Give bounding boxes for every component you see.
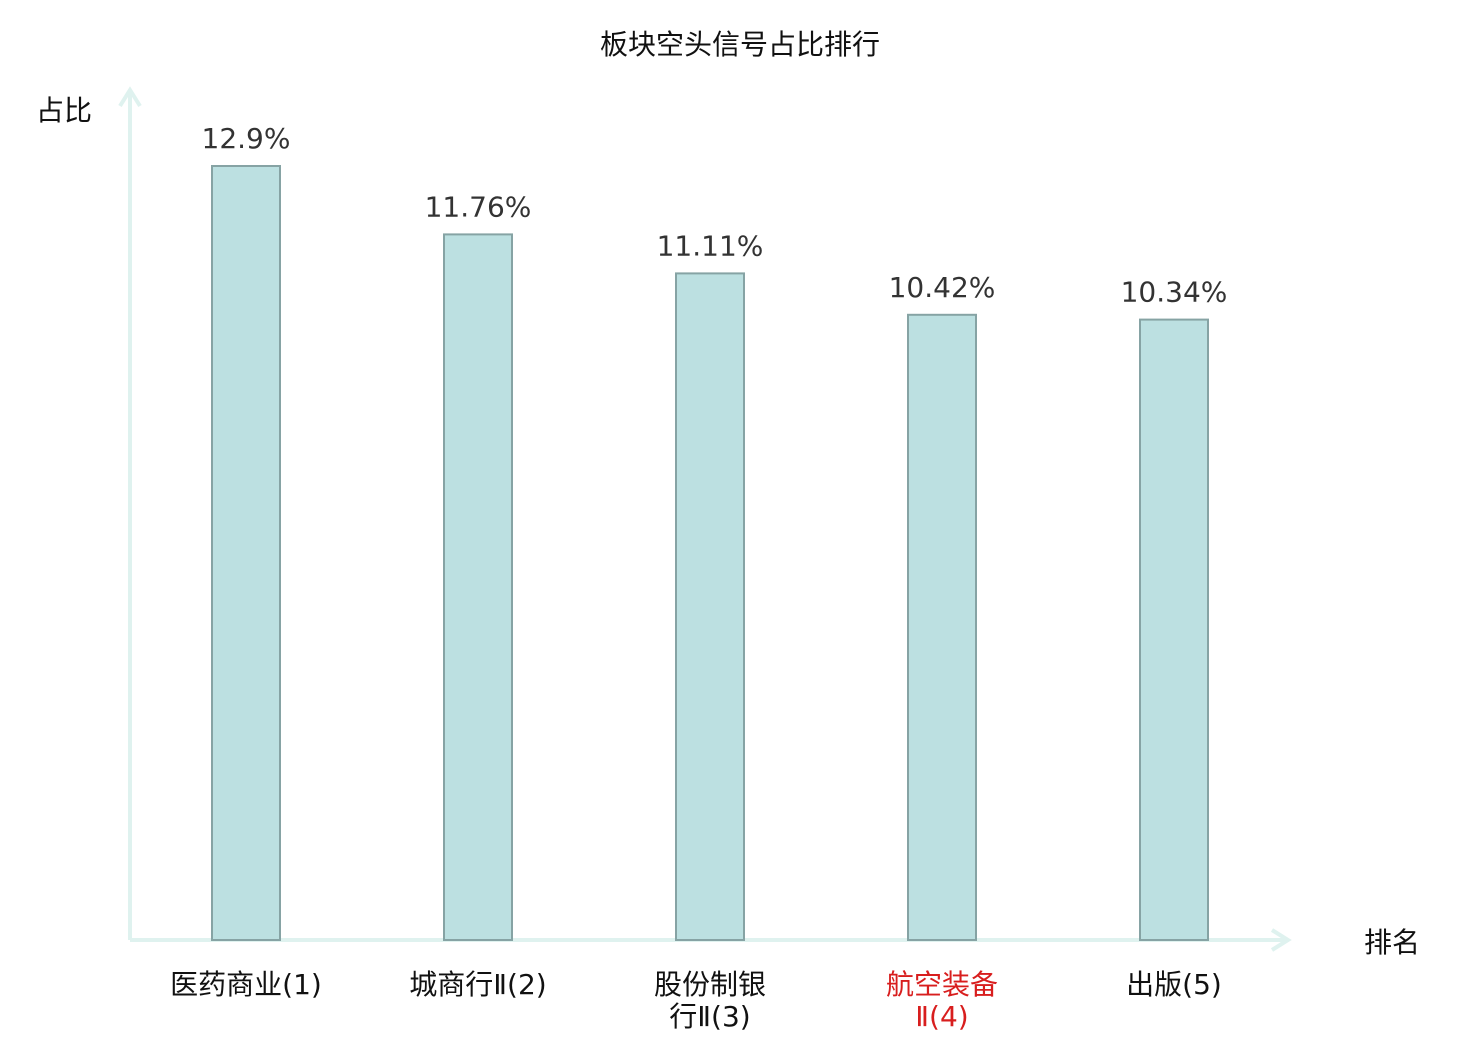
bar-1 [211,165,281,941]
y-axis-arrow [118,86,142,108]
category-label-1: 医药商业(1) [170,968,322,1001]
category-label-5: 出版(5) [1126,968,1222,1001]
value-label-1: 12.9% [202,122,291,155]
bar-4 [907,313,977,941]
bars-layer [211,165,1209,942]
bar-3 [675,272,745,941]
category-labels-layer: 医药商业(1) 城商行Ⅱ(2) 股份制银行Ⅱ(3) 航空装备 Ⅱ(4) 出版(5) [170,968,1222,1033]
value-label-3: 11.11% [657,229,764,262]
chart-title: 板块空头信号占比排行 [600,28,880,61]
y-axis-title: 占比 [36,94,92,127]
category-label-3: 股份制银行Ⅱ(3) [654,968,766,1033]
value-label-2: 11.76% [425,190,532,223]
x-axis-arrow [1270,928,1292,952]
value-label-4: 10.42% [889,271,996,304]
value-labels-layer: 12.9% 11.76% 11.11% 10.42% 10.34% [202,122,1228,309]
bar-2 [443,233,513,941]
x-axis-title: 排名 [1364,926,1420,959]
category-label-2: 城商行Ⅱ(2) [409,968,546,1001]
category-label-4: 航空装备 Ⅱ(4) [886,968,998,1033]
value-label-5: 10.34% [1121,276,1228,309]
bar-5 [1139,318,1209,942]
